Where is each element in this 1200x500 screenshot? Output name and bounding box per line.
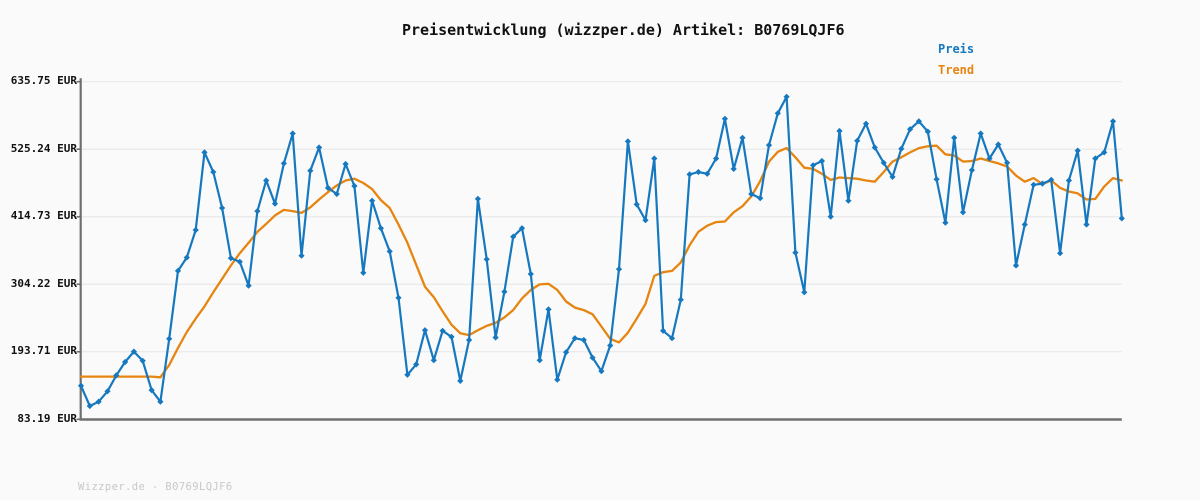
y-axis-tick-label: 304.22 EUR <box>10 276 77 290</box>
y-axis-tick-label: 83.19 EUR <box>17 411 77 425</box>
legend-trend-label: Trend <box>938 63 975 77</box>
chart-title: Preisentwicklung (wizzper.de) Artikel: B… <box>402 21 845 39</box>
watermark-text: Wizzper.de - B0769LQJF6 <box>78 481 233 493</box>
y-axis-tick-label: 414.73 EUR <box>10 209 77 223</box>
preis-line <box>79 95 1123 408</box>
y-axis-tick-label: 193.71 EUR <box>10 344 77 358</box>
y-axis-tick-label: 635.75 EUR <box>10 74 77 88</box>
y-axis-tick-label: 525.24 EUR <box>10 141 77 155</box>
preis-markers <box>77 93 1125 410</box>
legend-preis-label: Preis <box>938 42 975 56</box>
chart-legend: Preis Trend <box>938 39 974 81</box>
